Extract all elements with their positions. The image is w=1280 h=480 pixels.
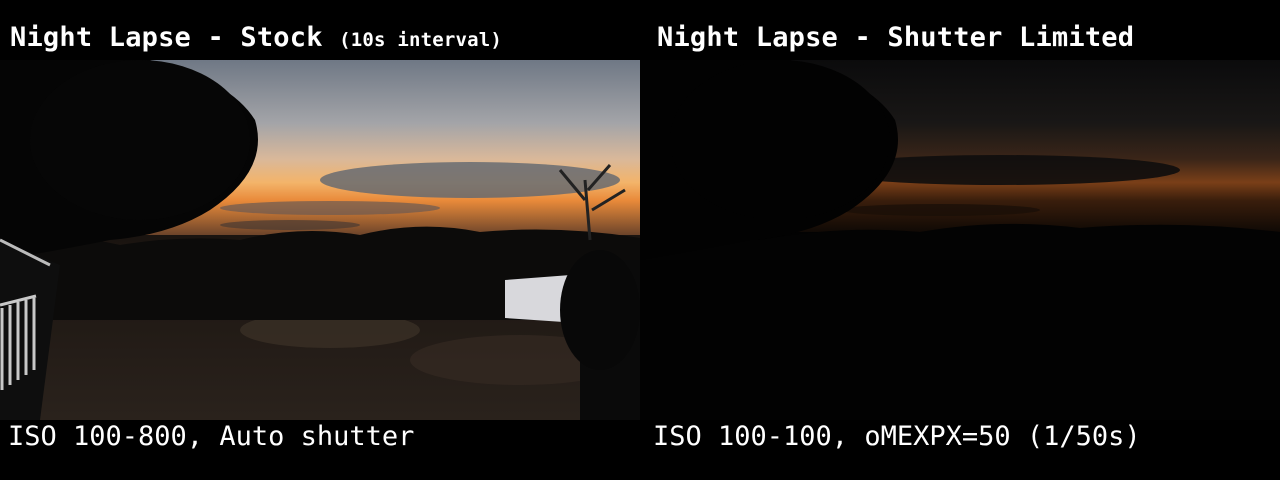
shutter-limited-night-lapse-photo	[640, 60, 1280, 420]
left-panel-title: Night Lapse - Stock (10s interval)	[10, 22, 502, 53]
left-title-note: (10s interval)	[339, 29, 503, 51]
left-title-text: Night Lapse - Stock	[10, 22, 323, 53]
right-caption: ISO 100-100, oMEXPX=50 (1/50s)	[653, 421, 1141, 452]
right-title-text: Night Lapse - Shutter Limited	[657, 22, 1135, 53]
right-panel-title: Night Lapse - Shutter Limited	[657, 22, 1134, 53]
left-caption: ISO 100-800, Auto shutter	[8, 421, 415, 452]
stock-night-lapse-photo	[0, 60, 640, 420]
